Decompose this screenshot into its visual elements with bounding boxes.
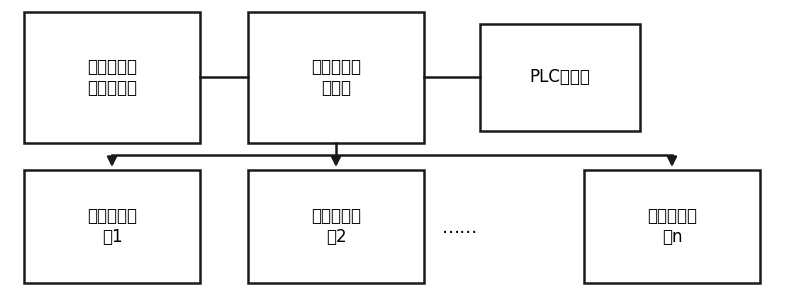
Bar	[584, 170, 760, 283]
Bar	[24, 170, 200, 283]
Text: 电子标签装
置1: 电子标签装 置1	[87, 207, 137, 246]
Bar	[248, 170, 424, 283]
Text: PLC控制器: PLC控制器	[530, 69, 590, 86]
Text: 电子标签装
置2: 电子标签装 置2	[311, 207, 361, 246]
Text: 回转箱斗状
态检测装置: 回转箱斗状 态检测装置	[87, 58, 137, 97]
Text: 电子标签装
置n: 电子标签装 置n	[647, 207, 697, 246]
Bar	[248, 12, 424, 143]
Bar	[480, 24, 640, 131]
Bar	[24, 12, 200, 143]
Text: ……: ……	[442, 219, 478, 237]
Text: 电子标签控
制装置: 电子标签控 制装置	[311, 58, 361, 97]
